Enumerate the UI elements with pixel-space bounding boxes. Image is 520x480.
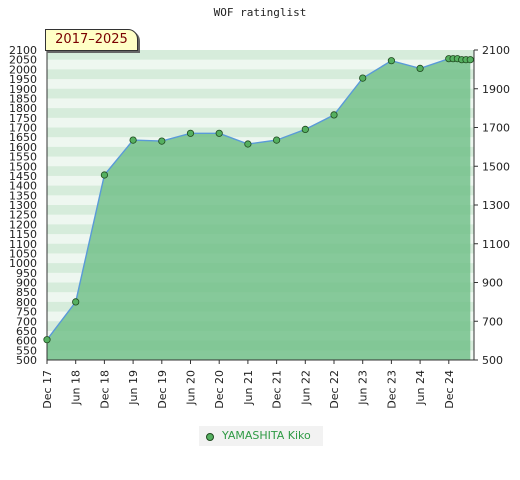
left-y-tick-label: 700 — [16, 315, 37, 328]
background-band — [47, 50, 474, 61]
axes — [46, 49, 478, 364]
x-tick-label: Dec 17 — [41, 370, 54, 409]
left-y-tick-label: 2000 — [9, 63, 37, 76]
data-point — [330, 111, 338, 119]
background-band — [47, 117, 474, 128]
data-point — [416, 64, 424, 73]
left-y-tick-label: 1300 — [9, 199, 37, 212]
data-point — [186, 129, 195, 137]
left-y-tick-label: 850 — [16, 286, 37, 299]
x-tick-label: Jun 18 — [70, 370, 83, 406]
left-y-tick-label: 1400 — [9, 180, 37, 193]
period-badge: 2017–2025 — [45, 29, 138, 51]
left-y-tick-label: 1750 — [9, 112, 37, 125]
left-y-tick-label: 750 — [16, 306, 37, 319]
background-band — [47, 69, 474, 80]
area-fill — [47, 58, 471, 360]
left-y-tick-label: 1650 — [9, 131, 37, 144]
x-tick-label: Dec 19 — [156, 370, 169, 409]
data-point — [244, 140, 252, 148]
left-y-tick-label: 650 — [16, 325, 37, 338]
left-y-tick-label: 600 — [16, 335, 37, 348]
legend: YAMASHITA Kiko — [199, 426, 323, 446]
data-point — [129, 136, 137, 144]
data-point — [466, 56, 474, 64]
left-y-tick-label: 1900 — [9, 83, 37, 96]
left-y-tick-label: 1150 — [9, 228, 37, 241]
data-point — [359, 74, 367, 82]
background-band — [47, 98, 474, 109]
right-y-tick-label: 1500 — [482, 160, 510, 173]
left-y-tick-label: 1500 — [9, 160, 37, 173]
left-y-tick-label: 1550 — [9, 151, 37, 164]
right-y-tick-label: 2100 — [482, 44, 510, 57]
left-y-tick-label: 1100 — [9, 238, 37, 251]
left-y-tick-label: 1000 — [9, 257, 37, 270]
left-y-tick-label: 1700 — [9, 122, 37, 135]
left-y-tick-label: 900 — [16, 277, 37, 290]
right-y-tick-label: 900 — [482, 277, 503, 290]
left-y-tick-label: 1600 — [9, 141, 37, 154]
data-point — [215, 129, 223, 137]
left-y-tick-label: 1950 — [9, 73, 37, 86]
data-point — [301, 125, 309, 133]
left-y-tick-labels: 5005506006507007508008509009501000105011… — [9, 44, 37, 367]
series-area — [47, 58, 471, 360]
left-y-tick-label: 1200 — [9, 218, 37, 231]
data-point — [43, 336, 51, 344]
x-tick-label: Dec 20 — [213, 370, 226, 409]
right-y-tick-label: 1300 — [482, 199, 510, 212]
left-y-tick-label: 1450 — [9, 170, 37, 183]
legend-marker-icon — [206, 433, 214, 441]
background-band — [47, 108, 474, 119]
legend-label: YAMASHITA Kiko — [222, 429, 311, 442]
right-y-tick-label: 700 — [482, 315, 503, 328]
right-y-tick-label: 1900 — [482, 83, 510, 96]
x-tick-label: Jun 20 — [185, 370, 198, 406]
background-band — [47, 127, 474, 138]
left-y-tick-label: 1850 — [9, 92, 37, 105]
left-y-tick-label: 1350 — [9, 189, 37, 202]
left-y-tick-label: 1050 — [9, 247, 37, 260]
x-tick-label: Jun 24 — [414, 370, 427, 406]
x-tick-label: Jun 22 — [299, 370, 312, 406]
x-tick-label: Dec 22 — [328, 370, 341, 409]
background-band — [47, 59, 474, 70]
series-markers — [43, 55, 474, 344]
left-y-tick-label: 550 — [16, 344, 37, 357]
data-point — [272, 136, 281, 144]
chart-title: WOF ratinglist — [213, 6, 307, 19]
right-y-tick-labels: 500 700 900 1100 1300 1500 1700 1900 2100 — [482, 44, 510, 367]
left-y-tick-label: 1800 — [9, 102, 37, 115]
x-tick-label: Dec 21 — [271, 370, 284, 409]
data-point — [100, 171, 109, 179]
left-y-tick-label: 950 — [16, 267, 37, 280]
x-tick-label: Jun 23 — [357, 370, 370, 406]
right-y-tick-label: 1100 — [482, 238, 510, 251]
x-tick-labels: Dec 17 Jun 18 Dec 18 Jun 19 Dec 19 Jun 20 Dec … — [41, 370, 456, 409]
x-tick-label: Dec 24 — [443, 370, 456, 409]
left-y-tick-label: 1250 — [9, 209, 37, 222]
data-point — [158, 137, 166, 145]
x-tick-label: Jun 21 — [242, 370, 255, 406]
x-tick-label: Jun 19 — [127, 370, 140, 406]
x-tick-label: Dec 18 — [98, 370, 111, 409]
data-point — [72, 298, 80, 306]
left-y-tick-label: 500 — [16, 354, 37, 367]
x-tick-label: Dec 23 — [385, 370, 398, 409]
left-y-tick-label: 2050 — [9, 54, 37, 67]
background-band — [47, 88, 474, 99]
left-y-tick-label: 800 — [16, 296, 37, 309]
right-y-tick-label: 500 — [482, 354, 503, 367]
background-band — [47, 79, 474, 90]
data-point — [387, 57, 395, 65]
left-y-tick-label: 2100 — [9, 44, 37, 57]
right-y-tick-label: 1700 — [482, 122, 510, 135]
